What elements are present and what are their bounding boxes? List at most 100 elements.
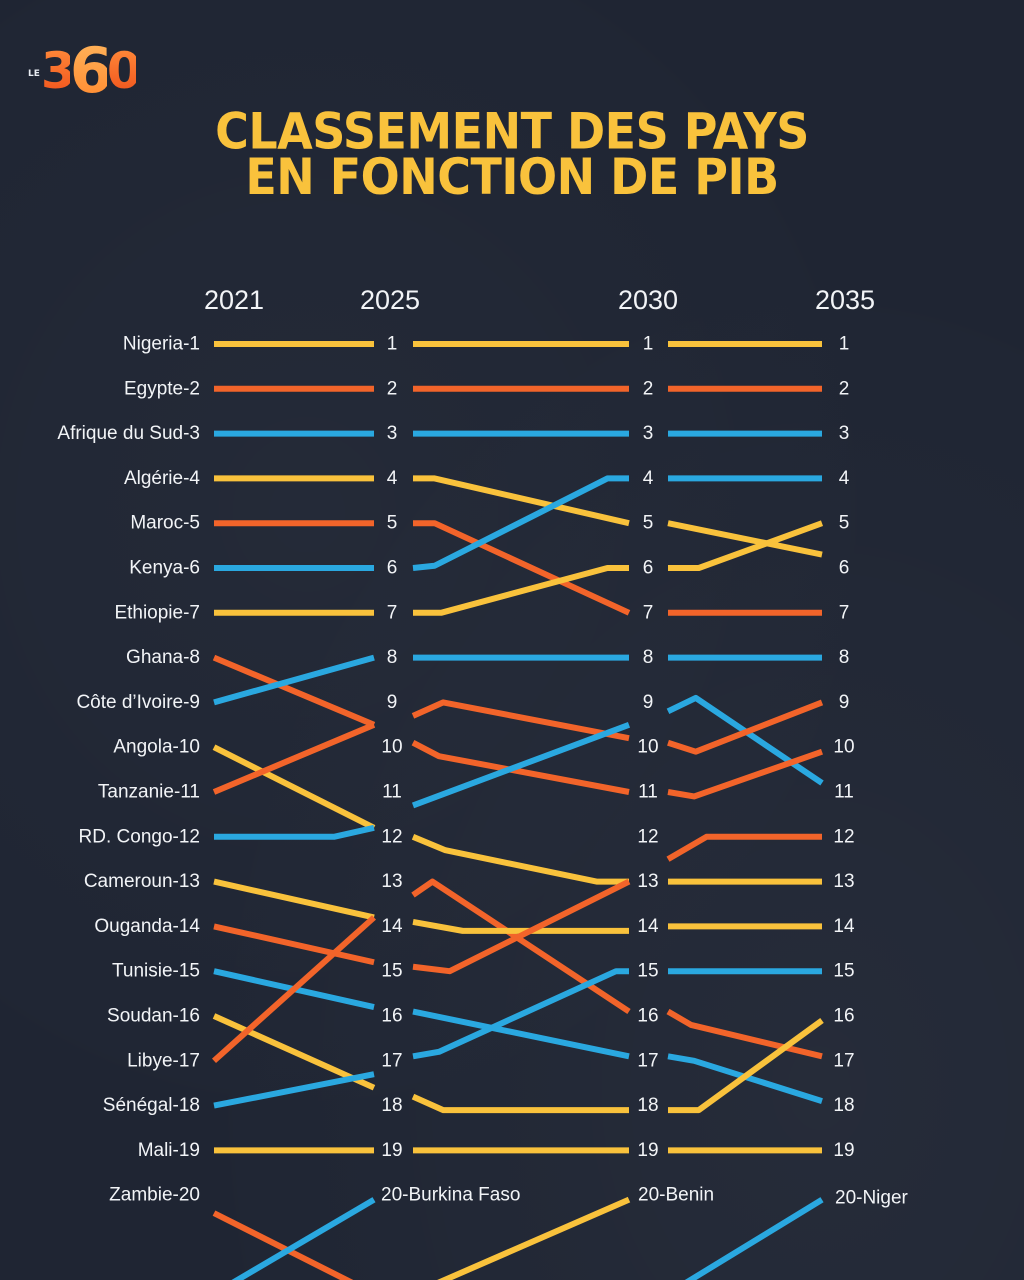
rank-label-2030: 1 [643,334,654,355]
rank-label-2035: 9 [839,692,850,713]
rank-line-2021-2025-16 [212,1013,376,1091]
country-label-2021: Angola-10 [113,737,200,758]
country-label-2021: Côte d’Ivoire-9 [76,692,200,713]
country-label-2021: Cameroun-13 [84,871,200,892]
rank-label-2025: 18 [381,1095,402,1116]
rank-line-2021-2025-14 [213,923,375,966]
rank-line-2025-2030-12 [411,834,629,885]
rank-label-2035: 2 [839,378,850,399]
rank-lines [211,341,824,1280]
rank-label-2035: 15 [833,961,854,982]
rank-label-2025: 12 [381,826,402,847]
rank-label-2030: 3 [643,423,654,444]
rank-line-2025-2030-6 [412,475,629,571]
rank-line-2030-2035-9 [666,694,824,786]
rank-label-2030: 10 [637,737,658,758]
rank-label-2030: 11 [638,782,658,803]
year-header-2035: 2035 [815,285,875,315]
rank-label-2030: 18 [637,1095,658,1116]
country-label-2021: Libye-17 [127,1050,200,1071]
year-header-2021: 2021 [204,285,264,315]
rank-label-2030: 4 [643,468,654,489]
rank-label-2030: 12 [637,826,658,847]
rank-label-2025: 9 [387,692,398,713]
country-label-2021: Tanzanie-11 [98,782,200,803]
country-label-2021: Ghana-8 [126,647,200,668]
title-line-2: EN FONCTION DE PIB [245,147,779,206]
country-label-2021: Sénégal-18 [103,1095,200,1116]
rank-line-2025-2030-15 [412,878,631,975]
rank-label-2025: 17 [381,1050,402,1071]
rank-line-2021-2025-12 [214,824,375,840]
rank-label-2035: 11 [834,782,854,803]
rank-line-2021-2025-9 [213,654,375,706]
rank-line-2021-2025-18 [213,1071,375,1109]
country-label-2021: Ouganda-14 [94,916,200,937]
rank-label-2030: 6 [643,558,654,579]
rank-line-2030-2035-20 [684,1197,824,1280]
rank-label-2030: 5 [643,513,654,534]
rank-label-2025: 15 [381,961,402,982]
rank-line-2025-2030-10 [411,740,630,795]
rank-label-2025: 5 [387,513,398,534]
rank-label-2025: 19 [381,1140,402,1161]
rank-line-2030-2035-10 [667,699,824,755]
rank-label-2025: 8 [387,647,398,668]
country-label-2030-new: 20-Benin [638,1185,714,1206]
rank-labels: 2021 2025 2030 2035 Nigeria-1 Egypte-2 Afrique… [57,285,908,1209]
rank-label-2035: 1 [839,334,850,355]
rank-label-2030: 2 [643,378,654,399]
rank-line-2030-2035-17 [667,1053,823,1104]
rank-label-2035: 17 [833,1050,854,1071]
rank-label-2035: 18 [833,1095,854,1116]
rank-line-2025-2030-16 [412,1008,630,1060]
rank-label-2025: 2 [387,378,398,399]
rank-line-2025-2030-5 [413,520,631,616]
country-label-2021: Egypte-2 [124,378,200,399]
rank-line-2021-2025-17 [211,915,377,1064]
rank-line-2021-2025-21 [231,1197,376,1280]
rank-label-2035: 13 [833,871,854,892]
rank-line-2021-2025-10 [212,744,376,831]
rank-label-2030: 15 [637,961,658,982]
brand-logo-6: 6 [69,34,113,107]
rank-line-2030-2035-11 [667,748,823,800]
brand-logo-le: LE [28,69,40,79]
rank-label-2025: 16 [381,1006,402,1027]
rank-line-2021-2025-20 [212,1210,354,1280]
rank-label-2035: 3 [839,423,850,444]
rank-label-2035: 7 [839,602,850,623]
rank-line-2030-2035-16 [666,1008,823,1060]
rank-label-2035: 4 [839,468,850,489]
rank-line-2025-2030-4 [413,475,630,527]
year-header-2025: 2025 [360,285,420,315]
rank-label-2030: 16 [637,1006,658,1027]
rank-label-2035: 14 [833,916,855,937]
country-label-2021: Soudan-16 [107,1006,200,1027]
country-label-2021: RD. Congo-12 [79,826,200,847]
rank-label-2025: 13 [381,871,402,892]
country-label-2021: Zambie-20 [109,1185,200,1206]
rank-label-2030: 17 [637,1050,658,1071]
rank-line-2025-2030-14 [412,918,629,934]
country-label-2035-new: 20-Niger [835,1188,909,1209]
rank-label-2030: 8 [643,647,654,668]
year-header-2030: 2030 [618,285,678,315]
rank-label-2025: 6 [387,558,398,579]
rank-label-2025: 10 [381,737,402,758]
country-label-2021: Algérie-4 [124,468,200,489]
rank-line-2030-2035-12 [666,833,822,862]
country-label-2021: Tunisie-15 [112,961,200,982]
country-label-2021: Maroc-5 [130,513,200,534]
rank-label-2025: 11 [382,782,402,803]
country-label-2021: Kenya-6 [129,558,200,579]
rank-label-2025: 4 [387,468,398,489]
rank-label-2035: 10 [833,737,854,758]
rank-label-2025: 14 [381,916,403,937]
country-label-2025-new: 20-Burkina Faso [381,1185,520,1206]
rank-line-2025-2030-18 [411,1093,629,1114]
rank-label-2030: 19 [637,1140,658,1161]
rank-label-2030: 13 [637,871,658,892]
title-line-1: CLASSEMENT DES PAYS [215,102,809,161]
rank-line-2025-2030-17 [412,968,629,1060]
